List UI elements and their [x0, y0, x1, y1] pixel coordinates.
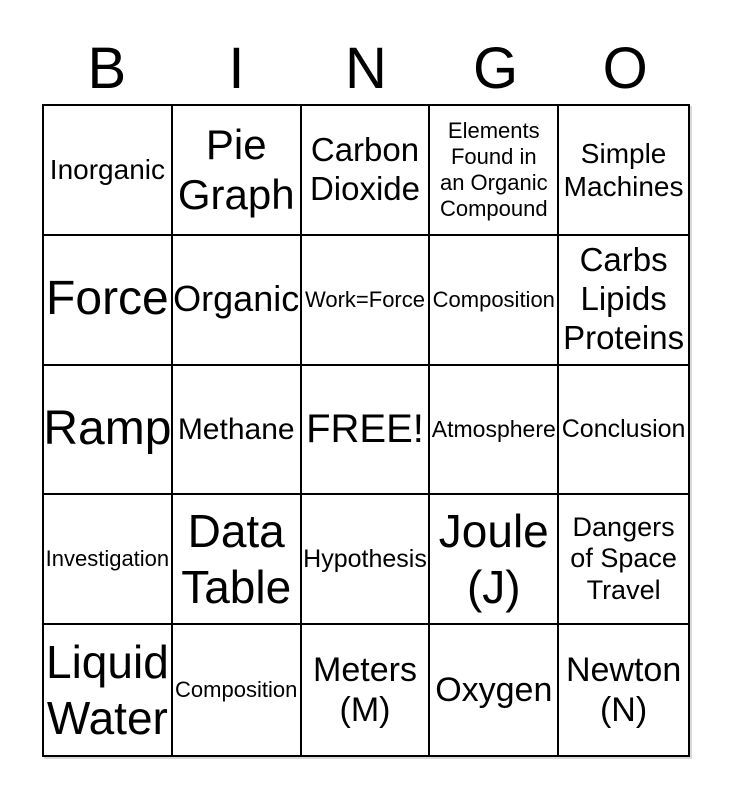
cell-r3c4-atmosphere[interactable]: Atmosphere	[430, 365, 560, 496]
bingo-letter-i: I	[228, 36, 245, 101]
cell-r1c2-pie-graph[interactable]: Pie Graph	[172, 106, 302, 236]
bingo-letter-g: G	[473, 36, 519, 101]
cell-r2c2-organic[interactable]: Organic	[172, 235, 302, 366]
cell-r2c1-force[interactable]: Force	[44, 235, 173, 366]
cell-r4c4-joule[interactable]: Joule (J)	[430, 495, 560, 626]
cell-r2c3-work-equals-force[interactable]: Work=Force	[301, 235, 431, 366]
cell-r1c4-elements-organic-compound[interactable]: Elements Found in an Organic Compound	[430, 106, 560, 236]
cell-r3c3-free-space[interactable]: FREE!	[301, 365, 431, 496]
bingo-grid: Inorganic Pie Graph Carbon Dioxide Eleme…	[42, 104, 690, 757]
cell-r4c3-hypothesis[interactable]: Hypothesis	[301, 495, 431, 626]
cell-r5c1-liquid-water[interactable]: Liquid Water	[44, 625, 173, 755]
cell-r1c3-carbon-dioxide[interactable]: Carbon Dioxide	[301, 106, 431, 236]
bingo-letter-n: N	[345, 36, 387, 101]
cell-r4c1-investigation[interactable]: Investigation	[44, 495, 173, 626]
cell-r1c5-simple-machines[interactable]: Simple Machines	[559, 106, 688, 236]
bingo-title: B I N G O	[42, 0, 690, 104]
cell-r2c5-carbs-lipids-proteins[interactable]: Carbs Lipids Proteins	[559, 236, 688, 366]
cell-r5c4-oxygen[interactable]: Oxygen	[430, 625, 560, 755]
cell-r3c1-ramp[interactable]: Ramp	[44, 365, 173, 496]
cell-r3c5-conclusion[interactable]: Conclusion	[559, 366, 688, 496]
cell-r4c2-data-table[interactable]: Data Table	[172, 495, 302, 626]
cell-r1c1-inorganic[interactable]: Inorganic	[44, 106, 173, 236]
cell-r5c2-composition[interactable]: Composition	[173, 625, 302, 755]
cell-r2c4-composition[interactable]: Composition	[430, 235, 560, 366]
cell-r3c2-methane[interactable]: Methane	[172, 365, 302, 496]
bingo-letter-o: O	[602, 36, 648, 101]
cell-r5c5-newton[interactable]: Newton (N)	[565, 650, 682, 730]
cell-r5c3-meters[interactable]: Meters (M)	[302, 625, 431, 755]
bingo-letter-b: B	[87, 36, 127, 101]
cell-r4c5-dangers-of-space-travel[interactable]: Dangers of Space Travel	[559, 495, 688, 626]
